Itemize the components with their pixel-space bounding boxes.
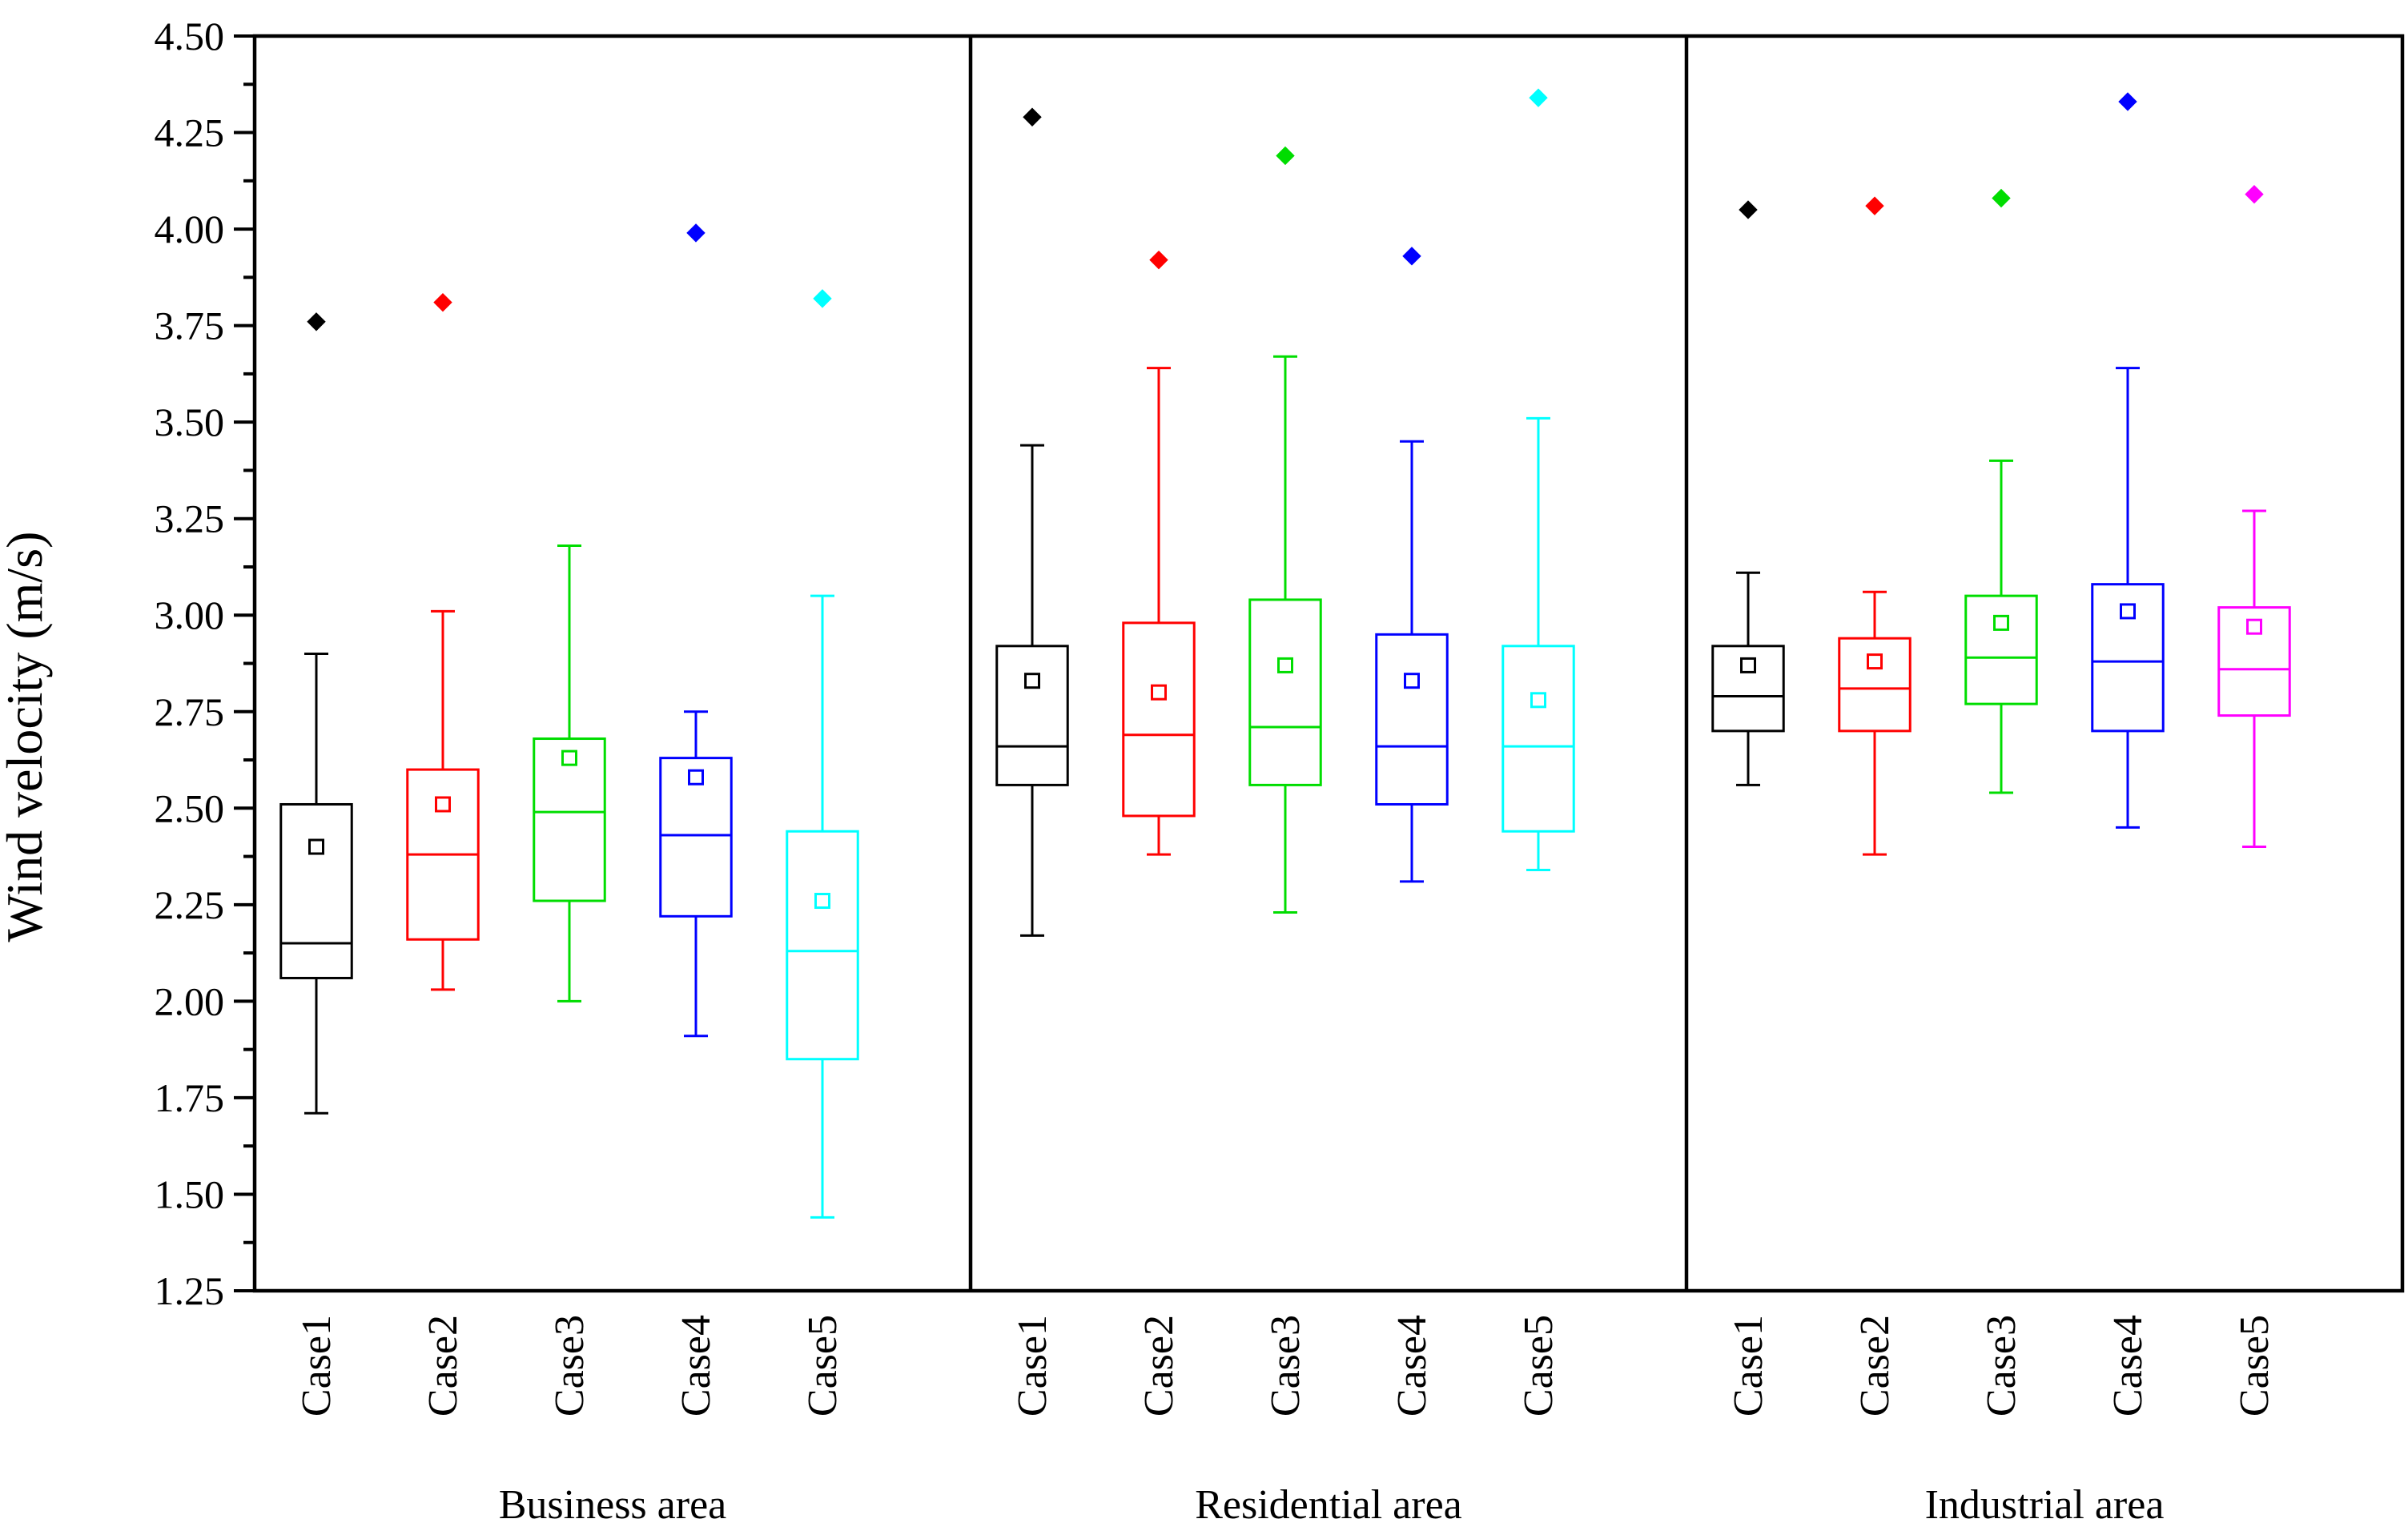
y-tick-label: 3.75 — [155, 303, 225, 348]
mean-marker — [1151, 684, 1167, 701]
iqr-box — [1501, 645, 1575, 833]
group-business-area — [279, 223, 859, 1219]
outlier-marker — [1992, 188, 2011, 208]
plot-frame — [252, 34, 2405, 1293]
y-tick-label: 4.00 — [155, 207, 225, 251]
case-label: Case4 — [673, 1315, 719, 1416]
y-tick-label: 3.00 — [155, 593, 225, 637]
outlier-marker — [1402, 247, 1421, 266]
box-case4 — [2091, 92, 2165, 829]
y-tick-label: 1.75 — [155, 1075, 225, 1120]
case-label: Case1 — [294, 1315, 340, 1416]
box-case5 — [786, 289, 859, 1219]
group-industrial-area — [1711, 92, 2291, 856]
case-label: Case3 — [1979, 1315, 2024, 1416]
chart-panels — [252, 34, 2405, 1293]
y-tick-label: 2.50 — [155, 786, 225, 830]
iqr-box — [2091, 583, 2165, 733]
outlier-marker — [813, 289, 832, 308]
y-tick-label: 1.50 — [155, 1171, 225, 1216]
case-label: Case1 — [1726, 1315, 1771, 1416]
case-label: Case3 — [1263, 1315, 1309, 1416]
outlier-marker — [307, 312, 326, 332]
iqr-box — [1838, 637, 1912, 733]
mean-marker — [688, 769, 704, 786]
y-tick-label: 4.50 — [155, 14, 225, 58]
mean-marker — [1867, 653, 1883, 670]
y-tick-label: 4.25 — [155, 111, 225, 155]
y-tick-label: 1.25 — [155, 1268, 225, 1313]
case-label: Case2 — [420, 1315, 466, 1416]
case-label: Case5 — [2232, 1315, 2277, 1416]
box-case2 — [1838, 196, 1912, 856]
case-label: Case2 — [1852, 1315, 1898, 1416]
box-case1 — [279, 312, 353, 1115]
y-axis-label: Wind velocity (m/s) — [0, 532, 53, 942]
y-tick-label: 3.25 — [155, 496, 225, 541]
group-label: Industrial area — [1925, 1482, 2165, 1528]
case-label: Case1 — [1010, 1315, 1055, 1416]
y-tick-label: 3.50 — [155, 400, 225, 444]
mean-marker — [1277, 657, 1293, 673]
iqr-box — [995, 645, 1069, 786]
box-case4 — [659, 223, 733, 1038]
outlier-marker — [1149, 250, 1168, 270]
mean-marker — [308, 838, 324, 855]
iqr-box — [1375, 633, 1449, 806]
y-axis: 1.25 1.50 1.75 2.00 2.25 2.50 2.75 3.00 3.25 3.50… — [155, 14, 255, 1313]
mean-marker — [2246, 618, 2262, 635]
iqr-box — [1122, 621, 1196, 818]
outlier-marker — [2118, 92, 2137, 111]
mean-marker — [561, 749, 577, 766]
box-case1 — [995, 107, 1069, 937]
y-tick-label: 2.00 — [155, 978, 225, 1023]
mean-marker — [1740, 657, 1756, 673]
mean-marker — [435, 796, 451, 813]
mean-marker — [1993, 614, 2009, 631]
outlier-marker — [1023, 107, 1042, 127]
box-series — [279, 88, 2291, 1219]
iqr-box — [279, 802, 353, 979]
outlier-marker — [1739, 200, 1758, 219]
mean-marker — [2120, 603, 2136, 620]
y-tick-label: 2.25 — [155, 882, 225, 927]
x-axis-labels: Case1 Case2 Case3 Case4 Case5 Business area Ca… — [294, 1315, 2277, 1528]
iqr-box — [1964, 594, 2038, 705]
y-tick-label: 2.75 — [155, 689, 225, 734]
group-label: Business area — [499, 1482, 726, 1528]
outlier-marker — [1865, 196, 1884, 215]
outlier-marker — [2245, 184, 2264, 204]
group-residential-area — [995, 88, 1575, 937]
iqr-box — [1248, 598, 1322, 786]
iqr-box — [659, 757, 733, 918]
group-label: Residential area — [1195, 1482, 1462, 1528]
case-label: Case4 — [2105, 1315, 2151, 1416]
case-label: Case4 — [1389, 1315, 1435, 1416]
iqr-box — [786, 830, 859, 1061]
outlier-marker — [1529, 88, 1548, 107]
box-case3 — [1248, 146, 1322, 914]
box-case5 — [1501, 88, 1575, 871]
outlier-marker — [686, 223, 706, 243]
box-case2 — [406, 292, 480, 991]
box-case3 — [1964, 188, 2038, 794]
mean-marker — [1024, 673, 1040, 689]
case-label: Case5 — [1516, 1315, 1562, 1416]
case-label: Case2 — [1136, 1315, 1182, 1416]
outlier-marker — [1276, 146, 1295, 166]
mean-marker — [1530, 692, 1546, 709]
box-case1 — [1711, 200, 1785, 786]
case-label: Case5 — [800, 1315, 846, 1416]
mean-marker — [814, 893, 830, 910]
mean-marker — [1404, 673, 1420, 689]
case-label: Case3 — [547, 1315, 593, 1416]
outlier-marker — [433, 292, 452, 312]
box-case5 — [2217, 184, 2291, 849]
box-case2 — [1122, 250, 1196, 856]
box-case4 — [1375, 247, 1449, 883]
box-case3 — [533, 544, 606, 1003]
